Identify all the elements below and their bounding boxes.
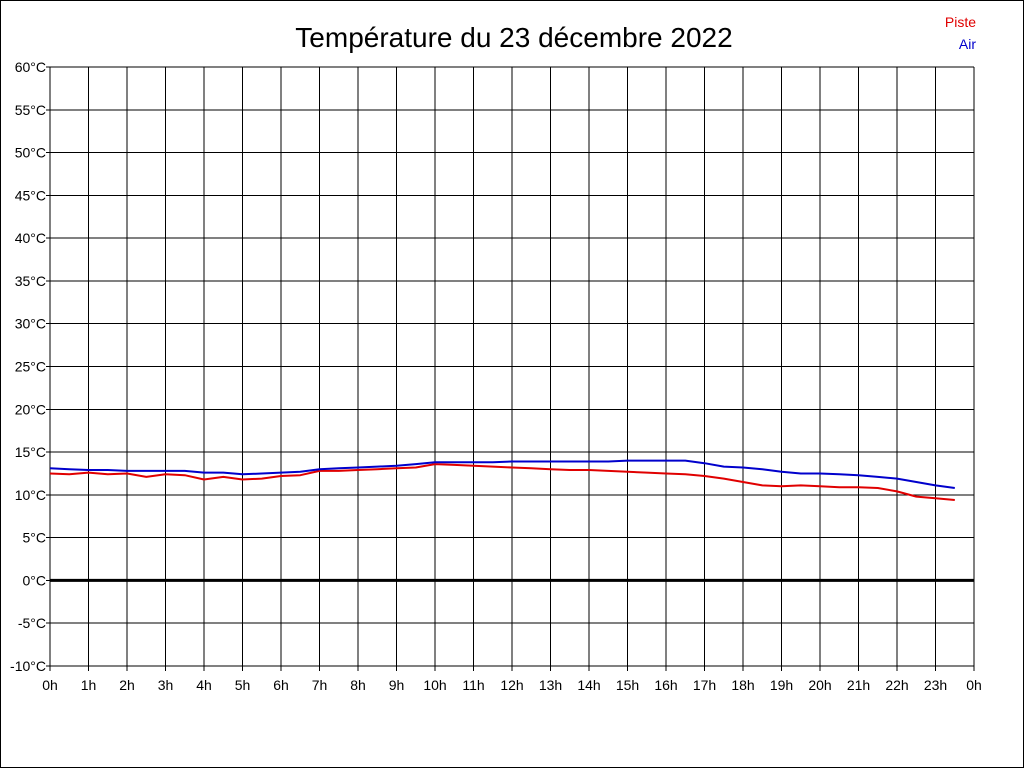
x-tick-label: 2h [119,677,135,693]
x-tick-label: 16h [654,677,677,693]
y-tick-label: 35°C [15,273,46,289]
x-tick-label: 21h [847,677,870,693]
y-tick-label: 55°C [15,102,46,118]
legend-entry-piste: Piste [945,14,976,30]
series-lines [49,459,955,501]
x-tick-label: 6h [273,677,289,693]
y-tick-label: -10°C [10,658,46,674]
y-tick-label: 20°C [15,401,46,417]
y-tick-label: -5°C [18,615,46,631]
x-tick-label: 17h [693,677,716,693]
legend-entry-air: Air [959,36,976,52]
y-tick-label: 30°C [15,316,46,332]
y-tick-label: 0°C [23,572,47,588]
y-tick-label: 25°C [15,359,46,375]
x-tick-label: 3h [158,677,174,693]
x-tick-label: 11h [462,677,484,693]
x-tick-label: 13h [539,677,562,693]
x-tick-label: 1h [81,677,97,693]
x-tick-label: 15h [616,677,639,693]
x-tick-label: 18h [731,677,754,693]
x-tick-label: 23h [924,677,947,693]
x-tick-label: 20h [808,677,831,693]
x-tick-label: 0h [966,677,982,693]
grid [46,66,975,671]
x-tick-label: 0h [42,677,58,693]
y-tick-label: 40°C [15,230,46,246]
y-tick-label: 15°C [15,444,46,460]
y-tick-label: 10°C [15,487,46,503]
y-tick-label: 45°C [15,187,46,203]
y-tick-label: 50°C [15,145,46,161]
x-axis-ticks: 0h 1h 2h 3h 4h 5h 6h 7h 8h 9h 10h 11h 12h 13h 14h 15h 16… [42,677,982,693]
x-tick-label: 12h [500,677,523,693]
x-tick-label: 4h [196,677,212,693]
x-tick-label: 7h [312,677,328,693]
y-tick-label: 60°C [15,59,46,75]
series-line-air [49,459,955,489]
y-tick-label: 5°C [23,530,47,546]
x-tick-label: 22h [885,677,908,693]
x-tick-label: 5h [235,677,251,693]
series-line-piste [49,463,955,501]
x-tick-label: 8h [350,677,366,693]
y-axis-ticks: 60°C 55°C 50°C 45°C 40°C 35°C 30°C 25°C 20°C 15°C… [10,59,46,674]
legend: Piste Air [945,14,976,52]
x-tick-label: 9h [389,677,405,693]
x-tick-label: 10h [423,677,446,693]
x-tick-label: 19h [770,677,793,693]
chart-title: Température du 23 décembre 2022 [295,22,732,53]
x-tick-label: 14h [577,677,600,693]
